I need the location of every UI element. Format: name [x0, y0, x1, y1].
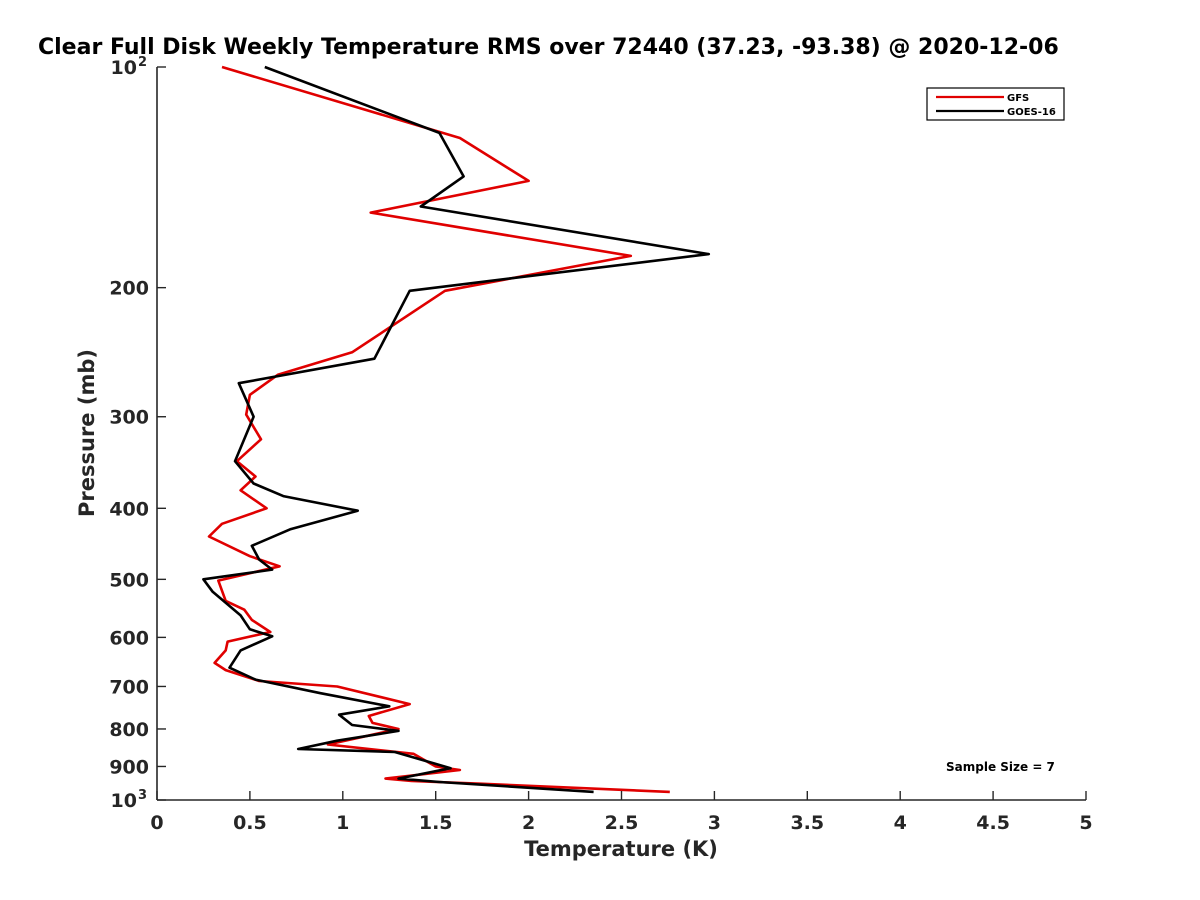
- y-tick-label: 10: [111, 790, 137, 812]
- x-axis-label: Temperature (K): [524, 837, 718, 861]
- y-tick-exponent: 3: [138, 788, 147, 803]
- x-tick-label: 5: [1079, 812, 1092, 834]
- y-tick-label: 700: [109, 676, 149, 698]
- series-line-gfs: [207, 65, 670, 794]
- legend: GFS GOES-16: [926, 87, 1065, 121]
- x-axis-ticks: 0 0.5 1 1.5 2 2.5 3 3.5 4 4.5 5: [150, 791, 1093, 834]
- sample-size-annotation: Sample Size = 7: [946, 760, 1055, 774]
- x-tick-label: 3: [708, 812, 721, 834]
- y-axis-label: Pressure (mb): [75, 349, 99, 517]
- x-tick-label: 1: [336, 812, 349, 834]
- y-tick-exponent: 2: [138, 55, 147, 70]
- chart-title: Clear Full Disk Weekly Temperature RMS o…: [38, 35, 1059, 60]
- x-tick-label: 3.5: [790, 812, 824, 834]
- legend-label-goes16: GOES-16: [1007, 107, 1056, 118]
- y-tick-label: 200: [109, 278, 149, 300]
- x-tick-label: 0.5: [233, 812, 267, 834]
- y-tick-label: 400: [109, 498, 149, 520]
- y-tick-label: 900: [109, 756, 149, 778]
- x-tick-label: 1.5: [419, 812, 453, 834]
- legend-box: [926, 87, 1065, 121]
- y-tick-label: 10: [111, 57, 137, 79]
- y-tick-label: 800: [109, 719, 149, 741]
- y-tick-label: 300: [109, 407, 149, 429]
- y-tick-label: 500: [109, 569, 149, 591]
- plot-area: [202, 65, 711, 794]
- x-tick-label: 2.5: [605, 812, 639, 834]
- x-tick-label: 4: [894, 812, 907, 834]
- x-tick-label: 4.5: [976, 812, 1010, 834]
- series-line-goes16: [202, 65, 711, 794]
- legend-label-gfs: GFS: [1007, 93, 1029, 104]
- y-tick-label: 600: [109, 627, 149, 649]
- x-tick-label: 2: [522, 812, 535, 834]
- x-tick-label: 0: [150, 812, 163, 834]
